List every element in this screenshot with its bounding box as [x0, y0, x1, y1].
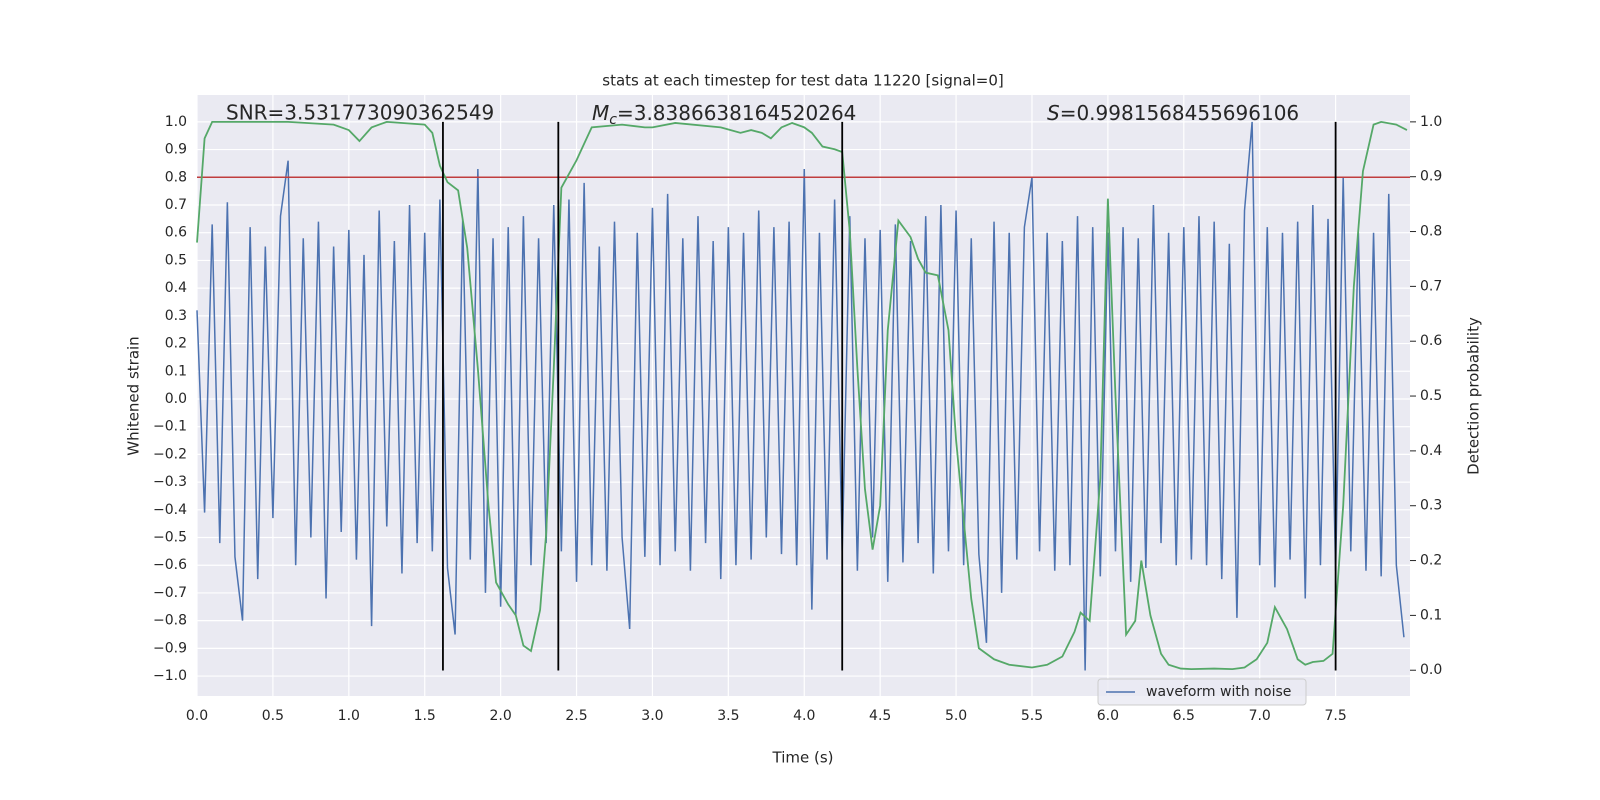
y-tick-label: −0.9 [153, 640, 187, 656]
y-tick-label: 0.8 [165, 169, 187, 185]
x-tick-label: 1.0 [338, 708, 360, 724]
y2-tick-label: 0.9 [1420, 169, 1442, 185]
chart-title: stats at each timestep for test data 112… [602, 72, 1003, 90]
x-tick-label: 2.0 [489, 708, 511, 724]
x-tick-label: 3.5 [717, 708, 739, 724]
x-tick-label: 0.0 [186, 708, 208, 724]
y-tick-label: −0.4 [153, 502, 187, 518]
legend-label: waveform with noise [1146, 684, 1291, 700]
annotation-symbol: S [1047, 101, 1060, 125]
x-tick-label: 7.5 [1324, 708, 1346, 724]
x-tick-label: 3.0 [641, 708, 663, 724]
y-tick-label: −0.1 [153, 419, 187, 435]
annotation-text: =3.8386638164520264 [617, 101, 856, 125]
y-tick-label: 0.1 [165, 363, 187, 379]
x-tick-label: 6.0 [1097, 708, 1119, 724]
y-tick-label: 0.0 [165, 391, 187, 407]
y-tick-label: 0.6 [165, 225, 187, 241]
y-tick-label: 0.4 [165, 280, 187, 296]
y-tick-label: 0.7 [165, 197, 187, 213]
annotation-symbol: M [592, 101, 609, 125]
y-tick-label: −0.3 [153, 474, 187, 490]
x-tick-label: 2.5 [565, 708, 587, 724]
legend-box [1097, 678, 1307, 706]
waveform-line [196, 121, 1405, 671]
x-tick-label: 5.0 [945, 708, 967, 724]
annotation: SNR=3.531773090362549 [226, 101, 494, 125]
y2-tick-label: 0.1 [1420, 607, 1442, 623]
y2-tick-label: 0.4 [1420, 443, 1442, 459]
annotation: S=0.9981568455696106 [1047, 101, 1299, 125]
y2-axis-label: Detection probability [1465, 317, 1483, 475]
y2-tick-label: 0.2 [1420, 553, 1442, 569]
y2-tick-label: 0.8 [1420, 224, 1442, 240]
y2-tick-label: 0.5 [1420, 388, 1442, 404]
y2-tick-label: 0.6 [1420, 333, 1442, 349]
y-tick-label: −0.7 [153, 585, 187, 601]
x-tick-label: 4.5 [869, 708, 891, 724]
y2-tick-label: 0.0 [1420, 662, 1442, 678]
y-tick-label: −0.6 [153, 557, 187, 573]
y-tick-label: −0.2 [153, 446, 187, 462]
x-tick-label: 0.5 [262, 708, 284, 724]
annotation: Mc=3.8386638164520264 [592, 101, 856, 129]
x-axis-label: Time (s) [772, 749, 834, 767]
x-tick-label: 7.0 [1249, 708, 1271, 724]
y2-tick-label: 1.0 [1420, 114, 1442, 130]
y2-tick-label: 0.7 [1420, 278, 1442, 294]
annotation-text: =0.9981568455696106 [1060, 101, 1299, 125]
probability-line [196, 120, 1408, 671]
y-tick-label: 0.2 [165, 336, 187, 352]
annotation-subscript: c [609, 112, 617, 128]
legend: waveform with noise [1097, 678, 1307, 706]
y-tick-label: −0.8 [153, 613, 187, 629]
y-tick-label: −0.5 [153, 530, 187, 546]
x-tick-label: 1.5 [414, 708, 436, 724]
y-tick-label: 0.5 [165, 252, 187, 268]
x-tick-label: 5.5 [1021, 708, 1043, 724]
x-tick-label: 6.5 [1173, 708, 1195, 724]
y-tick-label: −1.0 [153, 668, 187, 684]
x-tick-label: 4.0 [793, 708, 815, 724]
y-tick-label: 0.3 [165, 308, 187, 324]
y-tick-label: 1.0 [165, 114, 187, 130]
y2-tick-label: 0.3 [1420, 498, 1442, 514]
y-axis-label: Whitened strain [125, 336, 143, 455]
y-tick-label: 0.9 [165, 142, 187, 158]
